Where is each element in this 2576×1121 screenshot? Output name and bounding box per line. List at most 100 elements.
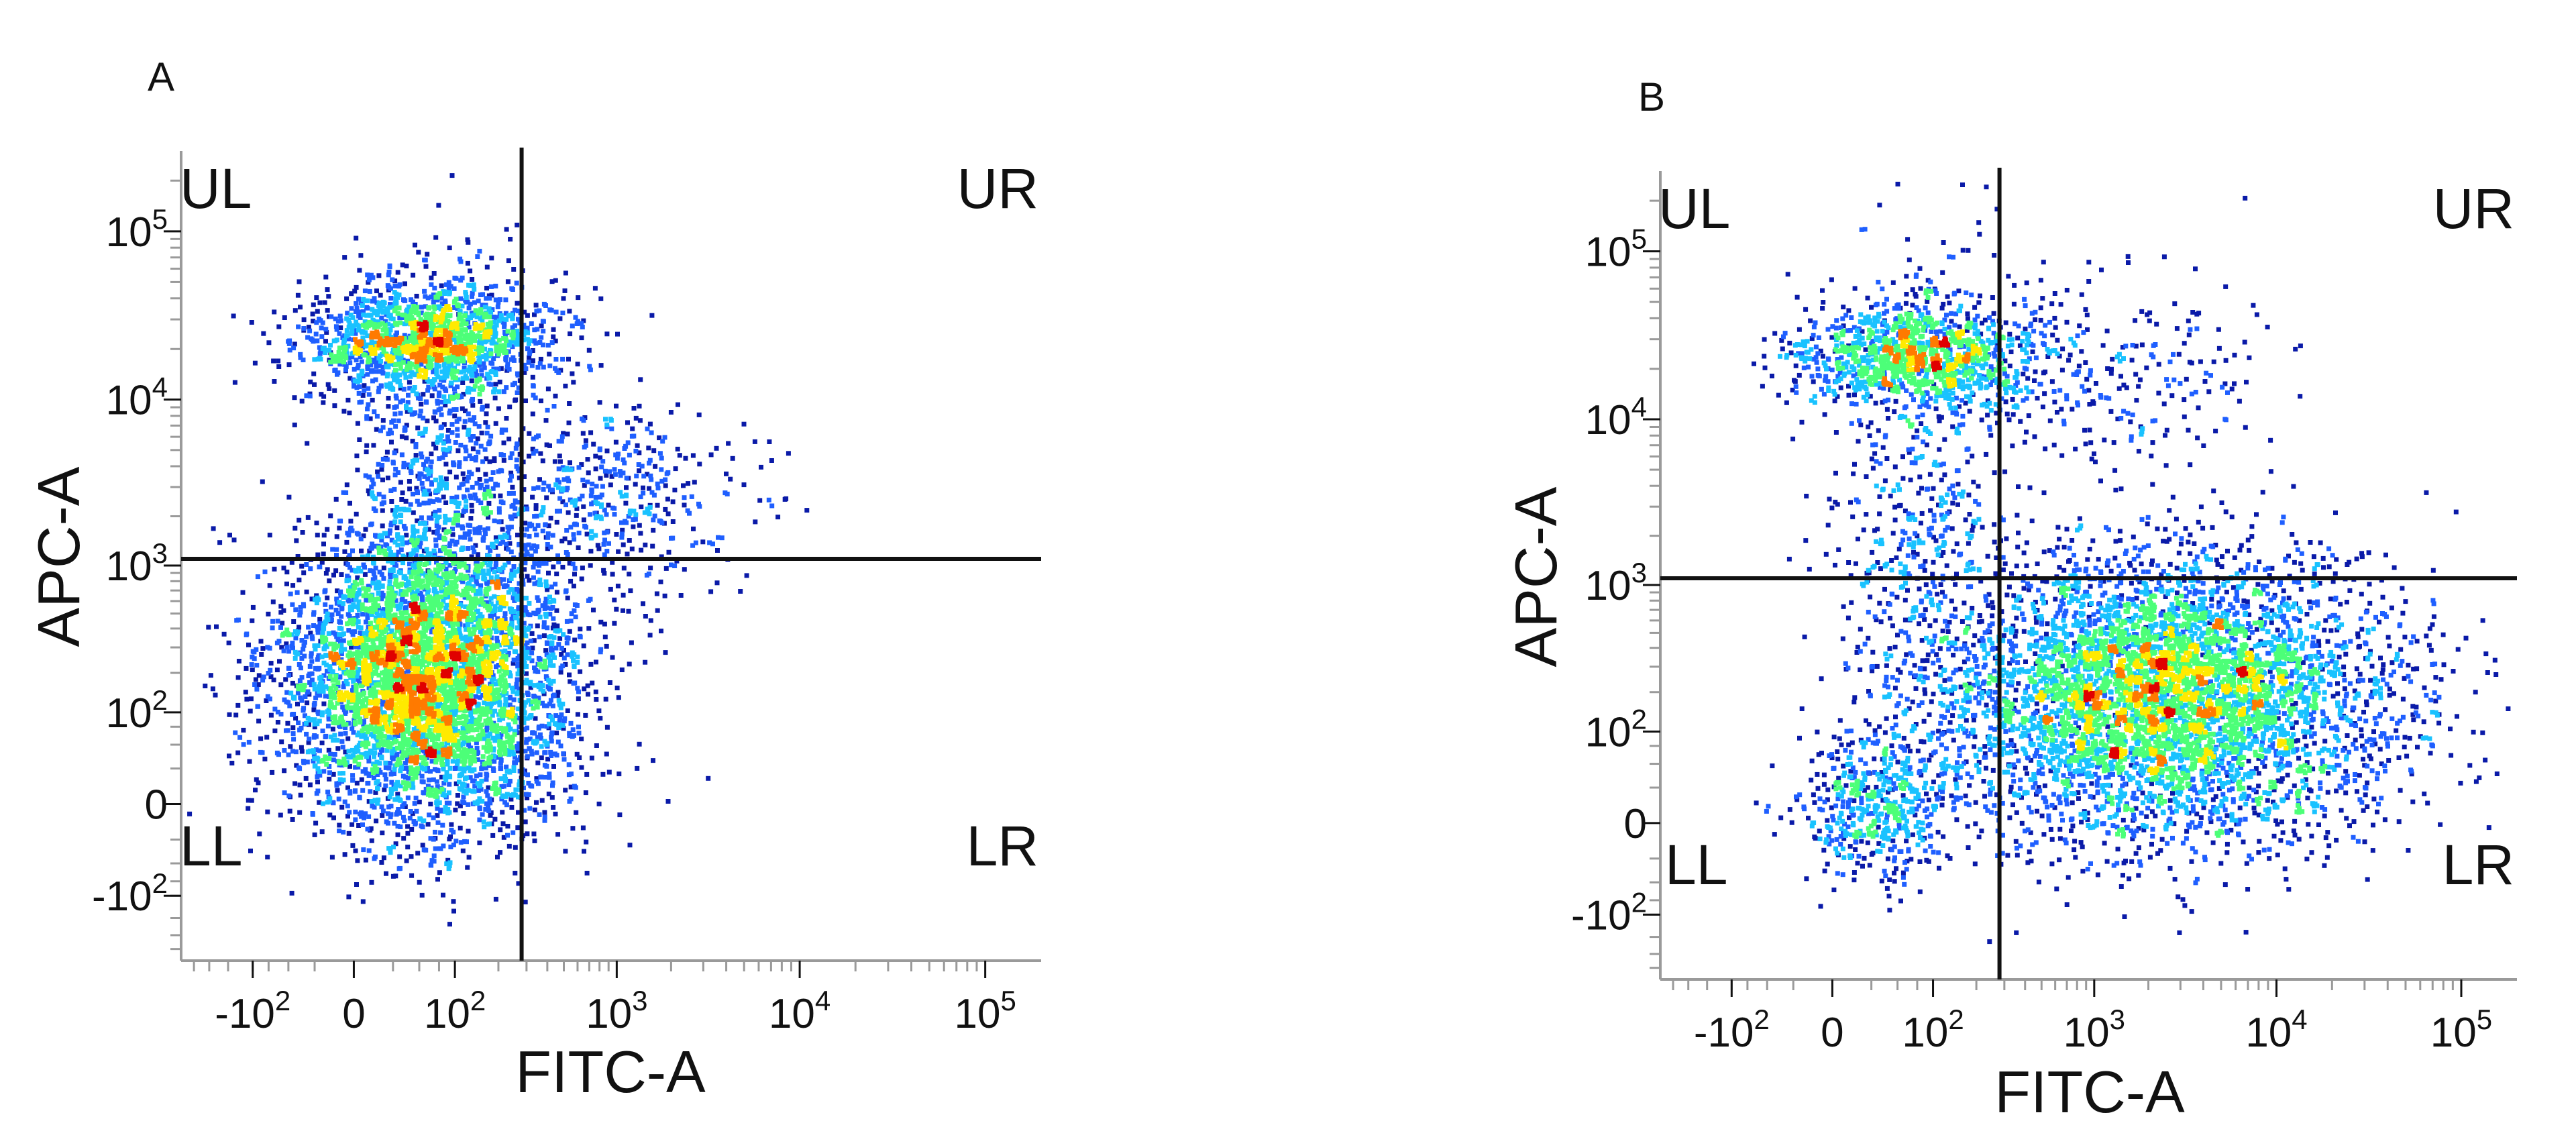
event-point xyxy=(310,811,315,816)
event-point xyxy=(598,619,604,625)
event-point xyxy=(432,513,437,519)
event-point xyxy=(426,702,431,708)
event-point xyxy=(350,747,355,753)
event-point xyxy=(477,736,482,741)
event-point xyxy=(328,343,333,348)
event-point xyxy=(476,750,480,755)
event-point xyxy=(337,822,342,828)
event-point xyxy=(373,508,378,513)
event-point xyxy=(295,651,301,657)
event-point xyxy=(425,476,431,482)
event-point xyxy=(364,754,369,759)
event-point xyxy=(498,499,504,504)
event-point xyxy=(613,452,619,458)
event-point xyxy=(297,578,302,583)
event-point xyxy=(475,801,480,806)
event-point xyxy=(349,306,354,311)
event-point xyxy=(426,471,431,476)
event-point xyxy=(492,518,497,523)
event-point xyxy=(347,604,353,610)
event-point xyxy=(414,391,419,396)
event-point xyxy=(298,604,303,610)
event-point xyxy=(297,766,303,771)
event-point xyxy=(490,324,496,329)
event-point xyxy=(620,527,625,533)
event-point xyxy=(424,561,429,566)
event-point xyxy=(463,604,468,609)
event-point xyxy=(730,456,735,461)
event-point xyxy=(334,534,339,539)
event-point xyxy=(647,511,652,517)
event-point xyxy=(474,721,479,727)
event-point xyxy=(741,421,747,427)
event-point xyxy=(670,519,676,524)
event-point xyxy=(388,313,393,318)
event-point xyxy=(405,757,410,763)
event-point xyxy=(396,866,402,871)
event-point xyxy=(499,430,504,435)
event-point xyxy=(296,720,301,725)
event-point xyxy=(340,745,345,750)
event-point xyxy=(433,419,439,424)
event-point xyxy=(385,737,390,742)
event-point xyxy=(500,527,505,532)
event-point xyxy=(508,470,514,476)
event-point xyxy=(276,364,282,369)
event-point xyxy=(467,581,472,586)
event-point xyxy=(547,635,551,640)
event-point xyxy=(474,480,480,486)
event-point xyxy=(492,458,497,464)
event-point xyxy=(380,610,385,616)
event-point xyxy=(551,693,555,698)
event-point xyxy=(572,521,578,527)
event-point xyxy=(507,405,513,410)
event-point xyxy=(534,309,539,314)
event-point xyxy=(406,743,411,748)
event-point xyxy=(566,772,572,778)
event-point xyxy=(579,576,584,582)
event-point xyxy=(435,515,440,521)
event-point xyxy=(278,610,284,615)
event-point xyxy=(517,782,522,788)
event-point xyxy=(437,846,443,851)
event-point xyxy=(600,459,606,464)
event-point xyxy=(375,779,380,784)
event-point xyxy=(357,731,362,736)
event-point xyxy=(496,735,501,741)
event-point xyxy=(553,628,558,633)
event-point xyxy=(376,301,382,306)
event-point xyxy=(435,297,440,303)
event-point xyxy=(443,566,449,572)
event-point xyxy=(327,674,333,679)
event-point xyxy=(354,301,359,306)
event-point xyxy=(513,755,517,760)
event-point xyxy=(471,282,476,287)
event-point xyxy=(351,323,356,328)
event-point xyxy=(349,708,354,713)
event-point xyxy=(354,780,360,786)
event-point xyxy=(440,822,445,828)
event-point xyxy=(299,745,304,750)
event-point xyxy=(530,731,535,736)
event-point xyxy=(553,482,559,488)
event-point xyxy=(226,640,231,645)
event-point xyxy=(542,818,547,823)
event-point xyxy=(559,652,564,657)
event-point xyxy=(585,457,590,462)
event-point xyxy=(414,562,419,567)
event-point xyxy=(547,721,552,727)
event-point xyxy=(451,553,456,559)
event-point xyxy=(478,787,484,792)
event-point xyxy=(484,403,490,409)
event-point xyxy=(503,427,508,433)
event-point xyxy=(561,467,567,472)
event-point xyxy=(550,663,555,668)
event-point xyxy=(400,541,405,547)
event-point xyxy=(447,863,452,868)
event-point xyxy=(449,422,455,427)
event-point xyxy=(384,361,389,366)
event-point xyxy=(584,871,590,875)
event-point xyxy=(488,596,494,601)
event-point xyxy=(474,314,480,319)
event-point xyxy=(358,536,364,541)
